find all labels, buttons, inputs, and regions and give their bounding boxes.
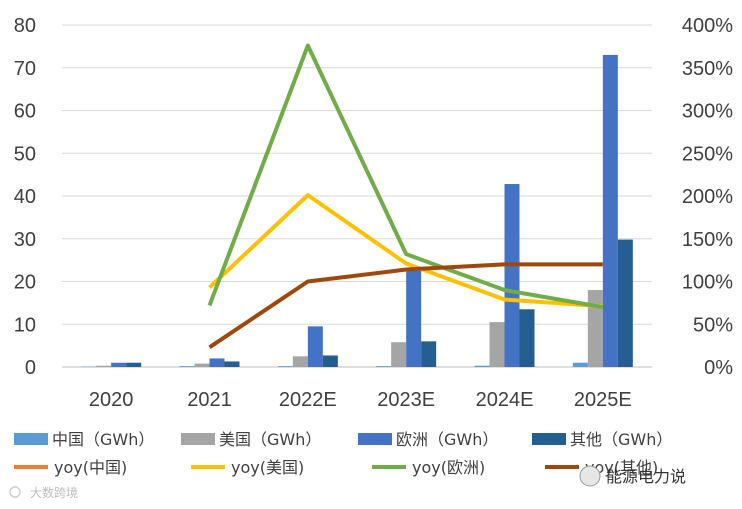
bar bbox=[96, 365, 112, 367]
legend-swatch bbox=[532, 433, 566, 445]
legend-label: 中国（GWh） bbox=[52, 430, 154, 449]
legend-label: yoy(其他) bbox=[585, 458, 658, 477]
watermark-logo-icon bbox=[9, 486, 21, 498]
left-tick-label: 10 bbox=[14, 314, 36, 336]
bar bbox=[587, 290, 603, 367]
gridlines bbox=[62, 24, 652, 368]
wechat-icon bbox=[579, 465, 601, 487]
bar bbox=[474, 365, 490, 367]
watermarks: 大数跨境 能源电力说 bbox=[9, 465, 686, 500]
right-tick-label: 250% bbox=[682, 143, 733, 165]
series-line bbox=[207, 43, 604, 310]
bar-series bbox=[81, 54, 633, 368]
series-line bbox=[208, 262, 603, 349]
bar bbox=[209, 358, 225, 367]
left-tick-label: 80 bbox=[14, 15, 36, 37]
bar bbox=[292, 356, 308, 367]
line-series bbox=[207, 43, 604, 349]
left-tick-label: 50 bbox=[14, 143, 36, 165]
series-line bbox=[208, 193, 603, 309]
right-tick-label: 350% bbox=[682, 58, 733, 80]
legend: 中国（GWh） 美国（GWh） 欧洲（GWh） 其他（GWh） yoy(中国) yoy(美… bbox=[14, 430, 672, 477]
legend-label: 美国（GWh） bbox=[219, 430, 321, 449]
x-tick-label: 2025E bbox=[574, 389, 632, 411]
watermark-right: 能源电力说 bbox=[606, 467, 686, 486]
legend-label: 欧洲（GWh） bbox=[396, 430, 498, 449]
right-axis-ticks: 0% 50% 100% 150% 200% 250% 300% 350% 400% bbox=[682, 15, 733, 379]
bar bbox=[376, 366, 392, 367]
bar bbox=[406, 270, 422, 367]
legend-label: 其他（GWh） bbox=[570, 430, 672, 449]
bar bbox=[421, 341, 437, 367]
left-tick-label: 70 bbox=[14, 58, 36, 80]
left-tick-label: 30 bbox=[14, 229, 36, 251]
right-tick-label: 150% bbox=[682, 229, 733, 251]
legend-swatch bbox=[358, 433, 392, 445]
right-tick-label: 200% bbox=[682, 186, 733, 208]
left-axis-ticks: 0 10 20 30 40 50 60 70 80 bbox=[14, 15, 36, 379]
bar bbox=[519, 309, 535, 367]
legend-label: yoy(欧洲) bbox=[412, 458, 485, 477]
bar bbox=[126, 362, 142, 367]
x-tick-label: 2022E bbox=[279, 389, 337, 411]
bar bbox=[602, 54, 618, 368]
left-tick-label: 0 bbox=[25, 357, 36, 379]
bar bbox=[391, 342, 407, 367]
right-tick-label: 300% bbox=[682, 101, 733, 123]
bar bbox=[307, 326, 323, 367]
bar bbox=[277, 366, 293, 367]
right-tick-label: 400% bbox=[682, 15, 733, 37]
bar bbox=[111, 362, 127, 367]
bar bbox=[224, 361, 240, 367]
x-tick-label: 2020 bbox=[89, 389, 134, 411]
bar bbox=[489, 322, 505, 367]
legend-label: yoy(美国) bbox=[231, 458, 304, 477]
right-tick-label: 100% bbox=[682, 272, 733, 294]
right-tick-label: 50% bbox=[693, 314, 733, 336]
x-tick-label: 2023E bbox=[377, 389, 435, 411]
bar bbox=[179, 366, 195, 367]
left-tick-label: 60 bbox=[14, 101, 36, 123]
bar bbox=[194, 363, 210, 367]
legend-label: yoy(中国) bbox=[54, 458, 127, 477]
right-tick-label: 0% bbox=[704, 357, 733, 379]
left-tick-label: 20 bbox=[14, 272, 36, 294]
x-tick-label: 2021 bbox=[187, 389, 232, 411]
x-axis-ticks: 2020 2021 2022E 2023E 2024E 2025E bbox=[89, 389, 632, 411]
bar bbox=[617, 239, 633, 367]
bar bbox=[572, 362, 588, 367]
bar bbox=[504, 184, 520, 367]
watermark-left: 大数跨境 bbox=[30, 485, 78, 500]
bar bbox=[322, 355, 338, 367]
legend-swatch bbox=[181, 433, 215, 445]
x-tick-label: 2024E bbox=[476, 389, 534, 411]
legend-swatch bbox=[14, 433, 48, 445]
left-tick-label: 40 bbox=[14, 186, 36, 208]
